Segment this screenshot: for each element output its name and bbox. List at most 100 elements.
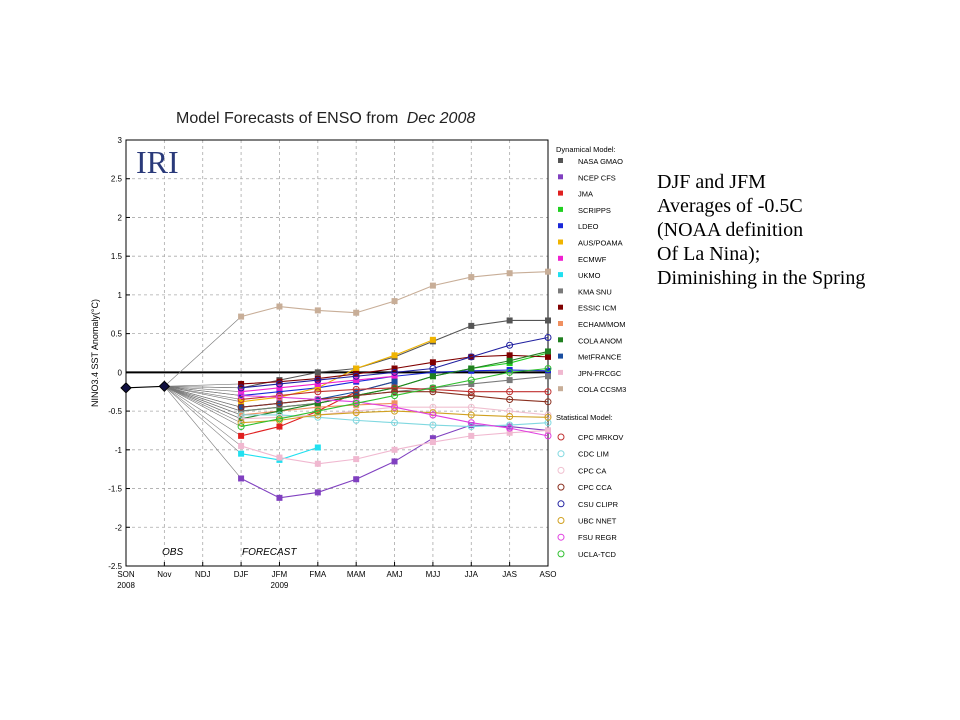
series-point — [545, 353, 551, 360]
legend-marker — [557, 483, 565, 491]
x-tick-label: JAS — [502, 570, 517, 579]
legend-marker — [558, 206, 563, 212]
legend-marker — [558, 353, 563, 359]
y-tick-label: 2 — [118, 213, 123, 222]
connector-line — [164, 386, 242, 420]
legend-label: JPN-FRCGC — [578, 369, 622, 378]
legend-marker — [557, 433, 565, 441]
series-point — [468, 380, 475, 387]
legend-marker — [558, 369, 563, 375]
series-point — [314, 489, 321, 496]
y-tick-label: -1 — [115, 446, 123, 455]
series-point — [506, 388, 514, 396]
series-lines — [120, 268, 552, 501]
series-point — [545, 348, 551, 355]
y-tick-label: 2.5 — [111, 175, 123, 184]
year-label: 2008 — [117, 581, 135, 590]
series-line — [240, 367, 549, 428]
series-point — [238, 432, 245, 439]
legend-label: FSU REGR — [578, 533, 617, 542]
legend-marker — [558, 239, 563, 245]
connector-line — [164, 386, 242, 396]
series-point — [275, 411, 283, 419]
connector-line — [164, 386, 242, 412]
series-point — [237, 415, 245, 423]
x-tick-label: FMA — [309, 570, 327, 579]
series-point — [544, 398, 552, 406]
connector-line — [164, 386, 242, 408]
series-point — [544, 432, 552, 440]
series-point — [237, 423, 245, 431]
series-point — [275, 415, 283, 423]
connector-line — [164, 386, 242, 437]
series-point — [544, 364, 552, 372]
connector-line — [164, 383, 242, 387]
legend-label: CPC MRKOV — [578, 433, 623, 442]
legend-label: ESSIC ICM — [578, 304, 616, 313]
series-point — [506, 368, 514, 376]
series-point — [314, 395, 322, 403]
legend-marker — [558, 272, 563, 278]
series-point — [275, 380, 283, 388]
series-point — [275, 393, 283, 401]
series-point — [238, 388, 245, 395]
legend-marker — [557, 533, 565, 541]
x-tick-label: SON — [117, 570, 135, 579]
series-point — [544, 388, 552, 396]
legend-marker — [558, 304, 563, 310]
series-point — [352, 416, 360, 424]
connector-line — [164, 386, 242, 423]
observed-point — [158, 380, 171, 393]
x-tick-label: JJA — [465, 570, 479, 579]
legend: Dynamical Model: Statistical Model: NASA… — [556, 145, 626, 559]
legend-marker — [558, 174, 563, 180]
x-tick-label: MJJ — [426, 570, 441, 579]
series-point — [238, 380, 245, 387]
series-point — [429, 282, 436, 289]
y-tick-label: -2 — [115, 523, 123, 532]
series-point — [429, 388, 437, 396]
series-point — [238, 450, 245, 457]
series-point — [391, 392, 399, 400]
series-point — [353, 309, 360, 316]
series-point — [391, 368, 399, 376]
series-point — [429, 364, 437, 372]
connector-line — [164, 386, 242, 447]
series-point — [276, 494, 283, 501]
connector-line — [164, 386, 242, 427]
series-point — [391, 446, 398, 453]
note-line: (NOAA definition — [657, 219, 804, 241]
series-point — [314, 460, 321, 467]
series-point — [353, 476, 360, 483]
legend-marker — [557, 517, 565, 524]
legend-marker — [558, 321, 563, 326]
series-point — [276, 408, 283, 415]
legend-label: UKMO — [578, 271, 601, 280]
series-point — [391, 378, 398, 385]
series-point — [429, 439, 436, 446]
series-point — [238, 475, 245, 482]
annotation-note: DJF and JFM Averages of -0.5C (NOAA defi… — [657, 170, 957, 290]
legend-marker — [558, 337, 563, 343]
series-point — [545, 427, 551, 434]
legend-label: CDC LIM — [578, 450, 609, 459]
series-point — [506, 341, 514, 349]
series-point — [544, 413, 552, 421]
series-point — [544, 411, 552, 419]
series-point — [237, 419, 245, 427]
x-tick-label: MAM — [347, 570, 366, 579]
year-label: 2009 — [271, 581, 289, 590]
legend-label: CPC CCA — [578, 483, 612, 492]
series-point — [545, 317, 551, 324]
series-point — [391, 407, 399, 415]
connector-line — [164, 386, 242, 454]
legend-label: UBC NNET — [578, 517, 617, 526]
series-point — [353, 377, 360, 384]
series-point — [238, 313, 245, 320]
series-point — [468, 322, 475, 329]
legend-label: CSU CLIPR — [578, 500, 619, 509]
series-point — [467, 388, 475, 396]
series-point — [467, 419, 475, 427]
note-line: Diminishing in the Spring — [657, 267, 866, 289]
observed-line — [125, 385, 165, 389]
